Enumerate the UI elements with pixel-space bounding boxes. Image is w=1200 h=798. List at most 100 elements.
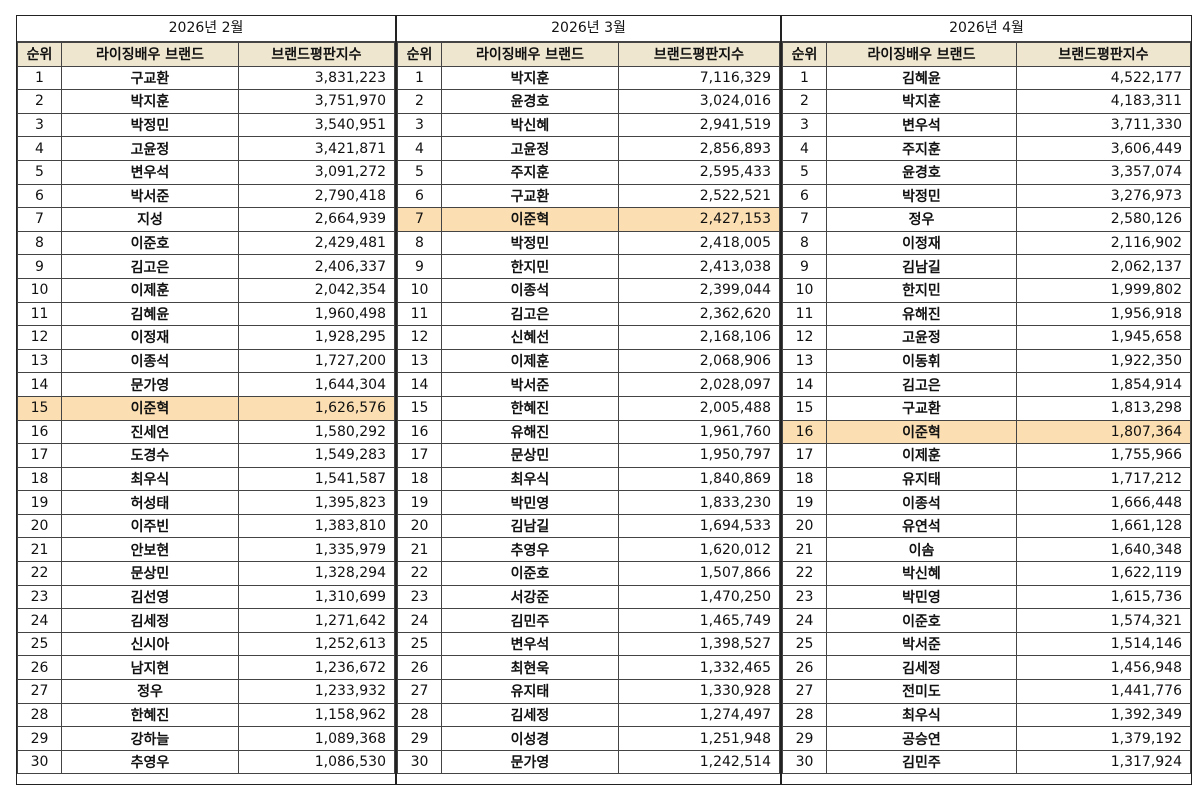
score-cell: 1,666,448: [1016, 490, 1191, 515]
table-row: 11 유해진 1,956,918: [782, 301, 1191, 327]
actor-name-cell: 이종석: [441, 277, 619, 303]
header-row: 순위 라이징배우 브랜드 브랜드평판지수: [397, 42, 780, 67]
score-cell: 1,383,810: [238, 513, 395, 539]
actor-name-cell: 주지훈: [826, 136, 1017, 161]
rank-cell: 9: [17, 254, 62, 279]
rank-cell: 1: [397, 65, 442, 91]
rank-cell: 13: [17, 348, 62, 374]
rank-cell: 23: [397, 584, 442, 610]
table-row: 24 김세정 1,271,642: [17, 608, 395, 633]
score-cell: 1,398,527: [618, 631, 780, 657]
header-row: 순위 라이징배우 브랜드 브랜드평판지수: [782, 42, 1191, 67]
rank-cell: 2: [17, 89, 62, 114]
table-row: 2 박지훈 4,183,311: [782, 89, 1191, 114]
score-cell: 1,379,192: [1016, 726, 1191, 751]
rank-cell: 26: [782, 655, 827, 681]
table-row: 19 허성태 1,395,823: [17, 490, 395, 515]
score-cell: 2,399,044: [618, 277, 780, 303]
rank-cell: 18: [17, 466, 62, 492]
actor-name-cell: 서강준: [441, 584, 619, 610]
table-row: 17 이제훈 1,755,966: [782, 443, 1191, 468]
score-cell: 1,640,348: [1016, 537, 1191, 563]
actor-name-cell: 최우식: [826, 702, 1017, 728]
table-row: 25 신시아 1,252,613: [17, 631, 395, 657]
score-cell: 1,274,497: [618, 702, 780, 728]
score-cell: 1,456,948: [1016, 655, 1191, 681]
table-row: 5 윤경호 3,357,074: [782, 159, 1191, 185]
name-header: 라이징배우 브랜드: [826, 42, 1017, 67]
actor-name-cell: 이제훈: [826, 443, 1017, 468]
rank-cell: 19: [397, 490, 442, 515]
actor-name-cell: 최현욱: [441, 655, 619, 681]
rank-cell: 8: [782, 230, 827, 256]
score-cell: 2,418,005: [618, 230, 780, 256]
score-cell: 1,236,672: [238, 655, 395, 681]
score-cell: 2,028,097: [618, 372, 780, 397]
rank-cell: 5: [782, 159, 827, 185]
actor-name-cell: 박정민: [826, 183, 1017, 209]
table-row: 8 이정재 2,116,902: [782, 230, 1191, 256]
actor-name-cell: 지성: [61, 207, 239, 232]
score-cell: 1,465,749: [618, 608, 780, 633]
rank-cell: 21: [782, 537, 827, 563]
actor-name-cell: 박서준: [61, 183, 239, 209]
table-row: 20 이주빈 1,383,810: [17, 513, 395, 539]
rank-cell: 28: [782, 702, 827, 728]
header-row: 순위 라이징배우 브랜드 브랜드평판지수: [17, 42, 395, 67]
score-cell: 1,086,530: [238, 749, 395, 775]
rank-cell: 2: [782, 89, 827, 114]
rank-cell: 17: [782, 443, 827, 468]
rank-cell: 13: [397, 348, 442, 374]
score-cell: 1,727,200: [238, 348, 395, 374]
table-row: 12 신혜선 2,168,106: [397, 325, 780, 350]
score-cell: 1,317,924: [1016, 749, 1191, 775]
rank-cell: 12: [782, 325, 827, 350]
table-row: 26 김세정 1,456,948: [782, 655, 1191, 681]
score-cell: 1,661,128: [1016, 513, 1191, 539]
score-cell: 1,945,658: [1016, 325, 1191, 350]
table-row: 16 이준혁 1,807,364: [782, 419, 1191, 445]
table-row: 30 문가영 1,242,514: [397, 749, 780, 775]
actor-name-cell: 진세연: [61, 419, 239, 445]
rank-cell: 22: [17, 561, 62, 586]
table-row: 10 이제훈 2,042,354: [17, 277, 395, 303]
rank-cell: 27: [397, 679, 442, 704]
actor-name-cell: 윤경호: [826, 159, 1017, 185]
actor-name-cell: 김혜윤: [826, 65, 1017, 91]
score-cell: 1,928,295: [238, 325, 395, 350]
actor-name-cell: 이종석: [826, 490, 1017, 515]
rank-cell: 9: [782, 254, 827, 279]
rank-cell: 6: [397, 183, 442, 209]
table-row: 1 구교환 3,831,223: [17, 65, 395, 91]
score-cell: 2,068,906: [618, 348, 780, 374]
score-cell: 1,694,533: [618, 513, 780, 539]
actor-name-cell: 추영우: [61, 749, 239, 775]
score-cell: 4,183,311: [1016, 89, 1191, 114]
table-row: 17 도경수 1,549,283: [17, 443, 395, 468]
score-cell: 3,606,449: [1016, 136, 1191, 161]
table-row: 18 유지태 1,717,212: [782, 466, 1191, 492]
actor-name-cell: 김고은: [826, 372, 1017, 397]
score-cell: 2,116,902: [1016, 230, 1191, 256]
table-row: 30 김민주 1,317,924: [782, 749, 1191, 775]
rank-cell: 9: [397, 254, 442, 279]
actor-name-cell: 이솜: [826, 537, 1017, 563]
rank-cell: 10: [397, 277, 442, 303]
table-row: 25 박서준 1,514,146: [782, 631, 1191, 657]
actor-name-cell: 김민주: [826, 749, 1017, 775]
table-row: 11 김혜윤 1,960,498: [17, 301, 395, 327]
rank-cell: 3: [17, 112, 62, 138]
table-row: 3 박신혜 2,941,519: [397, 112, 780, 138]
table-row: 15 이준혁 1,626,576: [17, 395, 395, 421]
rank-cell: 25: [782, 631, 827, 657]
rank-cell: 18: [782, 466, 827, 492]
panel-mar: 2026년 3월 순위 라이징배우 브랜드 브랜드평판지수 1 박지훈 7,116,…: [396, 15, 781, 785]
actor-name-cell: 문상민: [441, 443, 619, 468]
actor-name-cell: 박지훈: [826, 89, 1017, 114]
score-cell: 1,626,576: [238, 395, 395, 421]
actor-name-cell: 윤경호: [441, 89, 619, 114]
score-cell: 2,362,620: [618, 301, 780, 327]
score-cell: 2,664,939: [238, 207, 395, 232]
score-header: 브랜드평판지수: [1016, 42, 1191, 67]
table-row: 27 전미도 1,441,776: [782, 679, 1191, 704]
